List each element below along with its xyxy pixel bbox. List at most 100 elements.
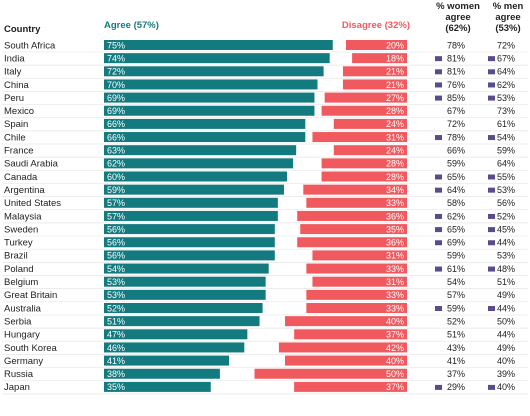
- women-marker: [435, 384, 442, 390]
- country-label: Canada: [4, 172, 38, 183]
- disagree-bar: [321, 171, 407, 182]
- agree-bar: [104, 355, 230, 366]
- women-agree-value: 51%: [447, 330, 465, 340]
- disagree-value-label: 50%: [386, 369, 404, 379]
- country-label: Chile: [4, 132, 26, 143]
- men-marker: [488, 384, 495, 390]
- disagree-bar: [333, 118, 407, 129]
- disagree-bar: [312, 250, 407, 261]
- disagree-bar: [294, 329, 407, 340]
- men-agree-value: 40%: [497, 356, 515, 366]
- disagree-bar: [342, 79, 407, 90]
- agree-header: Agree (57%): [104, 20, 159, 31]
- disagree-value-label: 34%: [386, 185, 404, 195]
- agree-value-label: 60%: [107, 172, 125, 182]
- disagree-header: Disagree (32%): [342, 20, 410, 31]
- agree-value-label: 53%: [107, 290, 125, 300]
- agree-value-label: 72%: [107, 67, 125, 77]
- disagree-bar: [312, 132, 407, 143]
- men-agree-value: 52%: [497, 211, 515, 221]
- disagree-value-label: 28%: [386, 172, 404, 182]
- disagree-bar: [333, 145, 407, 156]
- agree-value-label: 74%: [107, 53, 125, 63]
- disagree-value-label: 21%: [386, 67, 404, 77]
- women-marker: [435, 240, 442, 246]
- country-label: South Africa: [4, 40, 56, 51]
- agree-value-label: 69%: [107, 93, 125, 103]
- disagree-value-label: 31%: [386, 277, 404, 287]
- country-label: Brazil: [4, 251, 28, 262]
- men-agree-value: 49%: [497, 290, 515, 300]
- men-marker: [488, 240, 495, 246]
- disagree-bar: [300, 224, 407, 235]
- country-label: India: [4, 53, 25, 64]
- disagree-bar: [346, 40, 407, 50]
- agree-value-label: 41%: [107, 356, 125, 366]
- country-label: China: [4, 80, 30, 91]
- agree-value-label: 66%: [107, 119, 125, 129]
- women-agree-value: 59%: [447, 251, 465, 261]
- men-agree-value: 72%: [497, 40, 515, 50]
- women-header-line3: (62%): [445, 23, 470, 34]
- women-agree-value: 41%: [447, 356, 465, 366]
- country-label: South Korea: [4, 343, 58, 354]
- disagree-bar: [324, 92, 407, 103]
- agree-bar: [104, 276, 266, 287]
- disagree-value-label: 31%: [386, 132, 404, 142]
- country-label: Mexico: [4, 106, 34, 117]
- country-label: Sweden: [4, 224, 38, 235]
- disagree-value-label: 33%: [386, 290, 404, 300]
- agree-bar: [104, 263, 269, 274]
- men-agree-value: 53%: [497, 93, 515, 103]
- disagree-bar: [342, 66, 407, 77]
- men-marker: [488, 82, 495, 88]
- men-marker: [488, 187, 495, 193]
- men-agree-value: 67%: [497, 53, 515, 63]
- country-label: Spain: [4, 119, 28, 130]
- disagree-value-label: 42%: [386, 343, 404, 353]
- men-header-line3: (53%): [495, 23, 520, 34]
- men-marker: [488, 69, 495, 75]
- disagree-value-label: 28%: [386, 106, 404, 116]
- men-header-line1: % men: [493, 1, 524, 12]
- country-label: Germany: [4, 356, 43, 367]
- disagree-value-label: 24%: [386, 146, 404, 156]
- disagree-bar: [306, 197, 407, 208]
- women-agree-value: 85%: [447, 93, 465, 103]
- country-label: Hungary: [4, 330, 40, 341]
- agree-bar: [104, 132, 306, 143]
- country-label: Peru: [4, 93, 24, 104]
- disagree-value-label: 36%: [386, 238, 404, 248]
- agree-value-label: 53%: [107, 277, 125, 287]
- disagree-value-label: 33%: [386, 264, 404, 274]
- agree-bar: [104, 197, 278, 208]
- women-agree-value: 81%: [447, 53, 465, 63]
- agree-bar: [104, 145, 297, 156]
- disagree-bar: [352, 53, 407, 64]
- women-agree-value: 59%: [447, 303, 465, 313]
- women-marker: [435, 135, 442, 141]
- men-agree-value: 73%: [497, 106, 515, 116]
- agree-bar: [104, 316, 260, 327]
- agree-bar: [104, 289, 266, 300]
- country-label: Argentina: [4, 185, 45, 196]
- agree-bar: [104, 250, 275, 261]
- disagree-bar: [312, 276, 407, 287]
- agree-value-label: 62%: [107, 159, 125, 169]
- men-marker: [488, 306, 495, 311]
- men-agree-value: 44%: [497, 330, 515, 340]
- men-agree-value: 56%: [497, 198, 515, 208]
- agree-bar: [104, 237, 275, 248]
- women-agree-value: 66%: [447, 146, 465, 156]
- disagree-value-label: 20%: [386, 40, 404, 50]
- men-marker: [488, 56, 495, 62]
- disagree-value-label: 21%: [386, 80, 404, 90]
- women-agree-value: 58%: [447, 198, 465, 208]
- country-label: Italy: [4, 67, 22, 78]
- chart-rows: South Africa 75% 20% 78% 72% India 74% 18% 81% 67…: [2, 40, 528, 395]
- country-label: Turkey: [4, 238, 33, 249]
- women-agree-value: 67%: [447, 106, 465, 116]
- women-agree-value: 65%: [447, 224, 465, 234]
- women-agree-value: 76%: [447, 80, 465, 90]
- men-agree-value: 51%: [497, 277, 515, 287]
